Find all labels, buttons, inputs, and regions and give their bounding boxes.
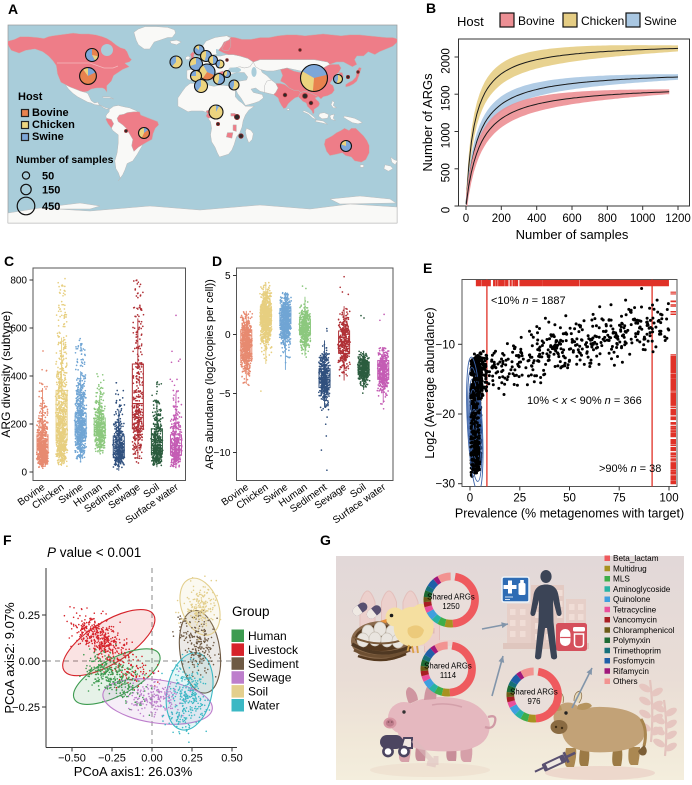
svg-text:1250: 1250 [442,602,460,611]
svg-text:Group: Group [232,604,270,619]
svg-text:A: A [8,1,18,17]
svg-text:Number of ARGs: Number of ARGs [420,73,435,172]
svg-text:F: F [3,532,12,548]
svg-text:Sewage: Sewage [248,671,292,685]
svg-text:Soil: Soil [248,685,268,699]
svg-text:200: 200 [492,213,511,225]
svg-text:1114: 1114 [440,671,457,680]
svg-text:Polymyxin: Polymyxin [613,636,651,645]
svg-text:Shared ARGs: Shared ARGs [424,662,472,671]
svg-text:Prevalence (% metagenomes with: Prevalence (% metagenomes with target) [455,507,684,521]
svg-text:Multidrug: Multidrug [613,564,647,573]
svg-text:Trimethoprim: Trimethoprim [613,646,661,655]
svg-text:Livestock: Livestock [248,643,299,657]
svg-text:0: 0 [225,330,231,341]
svg-text:D: D [212,253,222,269]
svg-text:MLS: MLS [613,575,630,584]
svg-text:−0.25: −0.25 [12,702,40,714]
svg-text:2000: 2000 [441,48,453,74]
svg-text:Fosfomycin: Fosfomycin [613,657,655,666]
svg-text:Aminoglycoside: Aminoglycoside [613,585,671,594]
svg-text:B: B [426,0,436,16]
svg-text:−30: −30 [435,479,455,491]
svg-text:E: E [423,260,432,276]
svg-text:1500: 1500 [441,85,453,111]
svg-text:0.00: 0.00 [141,753,162,765]
svg-text:−0.50: −0.50 [58,753,86,765]
svg-text:Quinolone: Quinolone [613,595,651,604]
svg-text:Host: Host [457,14,484,29]
svg-text:Rifamycin: Rifamycin [613,667,649,676]
svg-text:Beta_lactam: Beta_lactam [613,554,659,563]
svg-text:Number of samples: Number of samples [16,154,114,166]
svg-text:50: 50 [42,171,54,183]
svg-text:600: 600 [562,213,581,225]
svg-text:−0.25: −0.25 [98,753,126,765]
svg-text:450: 450 [42,201,60,213]
svg-text:ARG diversity (subtype): ARG diversity (subtype) [0,311,13,438]
svg-text:>90% n = 38: >90% n = 38 [599,463,661,475]
svg-text:1200: 1200 [665,213,691,225]
svg-text:800: 800 [10,276,27,287]
svg-text:Shared ARGs: Shared ARGs [427,593,475,602]
svg-text:50: 50 [563,493,576,505]
svg-text:5: 5 [225,271,231,282]
svg-text:Host: Host [18,91,43,103]
svg-text:1000: 1000 [630,213,656,225]
svg-text:PCoA axis2: 9.07%: PCoA axis2: 9.07% [2,602,17,714]
svg-text:0.50: 0.50 [221,753,242,765]
svg-text:Water: Water [248,699,280,713]
svg-text:Swine: Swine [644,14,677,28]
svg-text:0.00: 0.00 [19,656,40,668]
svg-text:Others: Others [613,677,638,686]
svg-text:0: 0 [21,468,27,479]
svg-text:400: 400 [10,372,27,383]
svg-text:1000: 1000 [441,123,453,149]
svg-text:Chicken: Chicken [32,119,75,131]
svg-text:Vancomycin: Vancomycin [613,616,657,625]
svg-text:Chicken: Chicken [581,14,624,28]
svg-text:Human: Human [248,629,287,643]
svg-text:100: 100 [659,493,678,505]
svg-text:Bovine: Bovine [32,107,69,119]
svg-text:Sediment: Sediment [248,657,299,671]
svg-text:Swine: Swine [32,131,64,143]
svg-text:0: 0 [441,207,453,213]
svg-text:800: 800 [598,213,617,225]
svg-text:400: 400 [527,213,546,225]
svg-text:75: 75 [613,493,626,505]
svg-text:−10: −10 [435,339,455,351]
svg-text:200: 200 [10,420,27,431]
svg-text:Tetracycline: Tetracycline [613,605,657,614]
svg-text:0.25: 0.25 [181,753,202,765]
svg-text:10% < x < 90% n = 366: 10% < x < 90% n = 366 [527,395,642,407]
svg-text:600: 600 [10,324,27,335]
svg-text:−5: −5 [219,389,231,400]
svg-text:C: C [4,253,14,269]
svg-text:25: 25 [513,493,526,505]
svg-text:500: 500 [441,163,453,182]
svg-text:−20: −20 [435,409,455,421]
svg-text:PCoA axis1: 26.03%: PCoA axis1: 26.03% [74,764,193,779]
svg-text:Chloramphenicol: Chloramphenicol [613,626,675,635]
svg-text:Shared ARGs: Shared ARGs [510,688,558,697]
svg-text:<10% n = 1887: <10% n = 1887 [491,295,566,307]
svg-text:0: 0 [463,213,469,225]
svg-text:0: 0 [467,493,473,505]
svg-text:Bovine: Bovine [518,14,555,28]
svg-text:ARG abundance (log2(copies per: ARG abundance (log2(copies per cell)) [204,279,216,469]
svg-text:−10: −10 [214,448,231,459]
svg-text:P value < 0.001: P value < 0.001 [47,545,141,560]
svg-text:0.25: 0.25 [19,610,40,622]
svg-text:150: 150 [42,185,60,197]
svg-text:Number of samples: Number of samples [516,227,629,242]
svg-text:976: 976 [527,697,540,706]
svg-text:G: G [320,532,331,548]
svg-text:Log2 (Average abundance): Log2 (Average abundance) [423,307,437,458]
